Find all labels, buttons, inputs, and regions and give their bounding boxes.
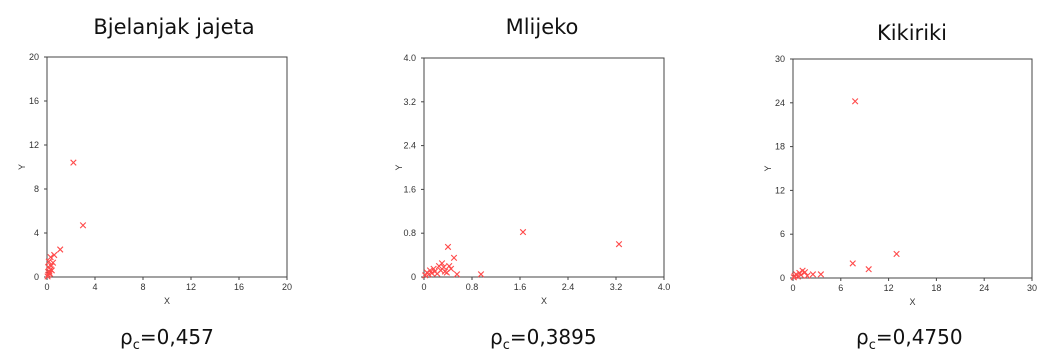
data-point-marker <box>446 262 453 270</box>
plot-area-frame <box>46 56 288 278</box>
rho-subscript: c <box>133 338 140 352</box>
x-tick-label: 4.0 <box>658 282 671 292</box>
data-point-marker <box>428 269 435 277</box>
data-point-marker <box>804 272 811 279</box>
y-tick-label: 20 <box>29 52 39 62</box>
y-tick-label: 3.2 <box>403 97 416 107</box>
y-tick-label: 0 <box>34 272 39 282</box>
y-tick-label: 8 <box>34 184 39 194</box>
y-axis-label: Y <box>394 164 404 170</box>
rho-number: =0,3895 <box>510 325 597 349</box>
data-point-marker <box>453 271 461 278</box>
data-point-marker <box>447 265 455 272</box>
rho-symbol: ρ <box>120 325 133 349</box>
data-point-marker <box>45 258 52 265</box>
x-axis-label: X <box>164 296 170 306</box>
rho-subscript: c <box>869 338 876 352</box>
data-point-marker <box>48 267 55 274</box>
data-point-marker <box>801 268 809 276</box>
x-tick-label: 20 <box>282 282 292 292</box>
rho-symbol: ρ <box>856 325 869 349</box>
x-tick-label: 30 <box>1027 283 1037 293</box>
data-point-marker <box>47 254 54 261</box>
correlation-value: ρc=0,457 <box>120 325 214 352</box>
y-tick-label: 30 <box>775 54 785 64</box>
data-point-marker <box>893 250 900 258</box>
y-tick-label: 0 <box>780 273 785 283</box>
y-tick-label: 0.8 <box>403 228 416 238</box>
data-point-marker <box>519 228 527 236</box>
y-tick-label: 0 <box>411 272 416 282</box>
x-tick-label: 0 <box>790 283 795 293</box>
y-axis-label: Y <box>763 165 773 171</box>
data-point-marker <box>450 254 458 262</box>
y-tick-label: 16 <box>29 96 39 106</box>
rho-number: =0,457 <box>140 325 214 349</box>
data-point-marker <box>477 271 485 278</box>
chart-title: Kikiriki <box>877 21 947 45</box>
y-tick-label: 6 <box>780 229 785 239</box>
x-tick-label: 3.2 <box>610 282 623 292</box>
data-point-marker <box>57 246 64 253</box>
x-tick-label: 1.6 <box>514 282 527 292</box>
plot-area-frame <box>423 57 665 278</box>
data-point-marker <box>817 271 825 278</box>
data-point-marker <box>849 260 856 267</box>
data-point-marker <box>422 272 429 279</box>
x-axis-label: X <box>909 297 915 307</box>
x-tick-label: 4 <box>92 282 97 292</box>
y-tick-label: 24 <box>775 98 785 108</box>
correlation-value: ρc=0,3895 <box>490 325 597 352</box>
x-tick-label: 12 <box>186 282 196 292</box>
data-point-marker <box>615 240 623 248</box>
x-tick-label: 16 <box>234 282 244 292</box>
rho-number: =0,4750 <box>876 325 963 349</box>
x-tick-label: 2.4 <box>562 282 575 292</box>
x-tick-label: 6 <box>838 283 843 293</box>
data-point-marker <box>444 243 452 251</box>
y-tick-label: 12 <box>29 140 39 150</box>
x-axis-label: X <box>541 296 547 306</box>
correlation-value: ρc=0,4750 <box>856 325 963 352</box>
data-point-marker <box>70 159 77 166</box>
y-tick-label: 4 <box>34 228 39 238</box>
data-point-marker <box>51 251 58 259</box>
y-tick-label: 2.4 <box>403 141 416 151</box>
data-point-marker <box>851 98 859 105</box>
data-point-marker <box>426 267 434 274</box>
scatter-chart-2: Mlijeko 0 0.8 1.6 2.4 3.2 4.0 0 0.8 1.6 2.4 3.2 4.0 X… <box>394 15 670 352</box>
x-tick-label: 0 <box>44 282 49 292</box>
scatter-chart-1: Bjelanjak jajeta 0 4 8 12 16 20 0 4 8 12 16 20 X Yρc=0… <box>17 15 292 352</box>
x-tick-label: 8 <box>140 282 145 292</box>
data-point-marker <box>79 222 87 229</box>
y-tick-label: 18 <box>775 142 785 152</box>
y-axis-label: Y <box>17 164 27 170</box>
data-point-marker <box>809 271 817 278</box>
plot-area-frame <box>792 58 1033 279</box>
chart-title: Bjelanjak jajeta <box>93 15 254 39</box>
chart-title: Mlijeko <box>506 15 579 39</box>
scatter-chart-3: Kikiriki 0 6 12 18 24 30 0 6 12 18 24 30 X Yρc=0,4750 <box>763 21 1037 352</box>
y-tick-label: 4.0 <box>403 53 416 63</box>
data-point-marker <box>797 271 805 279</box>
y-tick-label: 12 <box>775 185 785 195</box>
data-point-marker <box>865 266 872 273</box>
y-tick-label: 1.6 <box>403 184 416 194</box>
rho-subscript: c <box>503 338 510 352</box>
x-tick-label: 18 <box>931 283 941 293</box>
data-point-marker <box>794 273 801 280</box>
x-tick-label: 24 <box>979 283 989 293</box>
x-tick-label: 0.8 <box>466 282 479 292</box>
x-tick-label: 0 <box>421 282 426 292</box>
x-tick-label: 12 <box>884 283 894 293</box>
rho-symbol: ρ <box>490 325 503 349</box>
data-point-marker <box>438 260 446 267</box>
